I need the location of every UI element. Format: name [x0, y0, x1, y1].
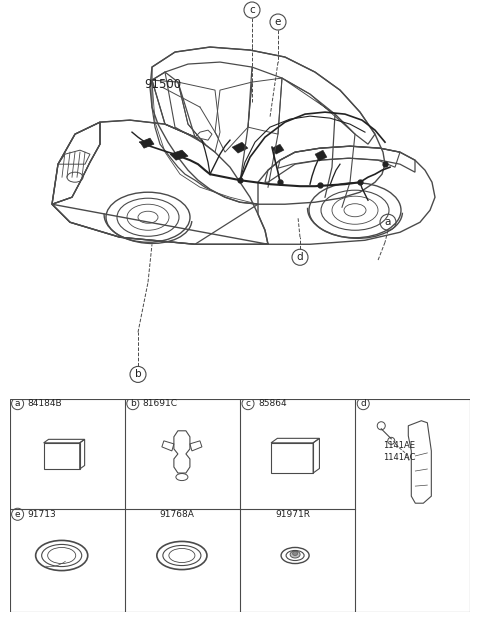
Text: c: c: [245, 399, 251, 408]
Text: 1141AC: 1141AC: [383, 454, 416, 462]
Ellipse shape: [293, 551, 298, 556]
Text: 91971R: 91971R: [275, 510, 310, 519]
Polygon shape: [315, 150, 327, 161]
Polygon shape: [232, 142, 248, 153]
Text: 1141AE: 1141AE: [383, 441, 415, 451]
Text: 84184B: 84184B: [28, 399, 62, 408]
Text: 85864: 85864: [258, 399, 287, 408]
Text: 81691C: 81691C: [143, 399, 178, 408]
Text: d: d: [360, 399, 366, 408]
Text: e: e: [275, 17, 281, 27]
Text: a: a: [15, 399, 20, 408]
Ellipse shape: [290, 551, 300, 558]
Polygon shape: [170, 150, 188, 160]
Text: b: b: [135, 370, 141, 379]
Text: b: b: [130, 399, 136, 408]
Text: e: e: [15, 510, 21, 519]
Text: a: a: [385, 218, 391, 227]
Text: 91500: 91500: [144, 78, 181, 91]
Text: 91768A: 91768A: [160, 510, 195, 519]
Text: d: d: [297, 252, 303, 262]
Polygon shape: [272, 144, 284, 154]
Text: 91713: 91713: [28, 510, 56, 519]
Text: c: c: [249, 5, 255, 15]
Polygon shape: [140, 138, 154, 148]
